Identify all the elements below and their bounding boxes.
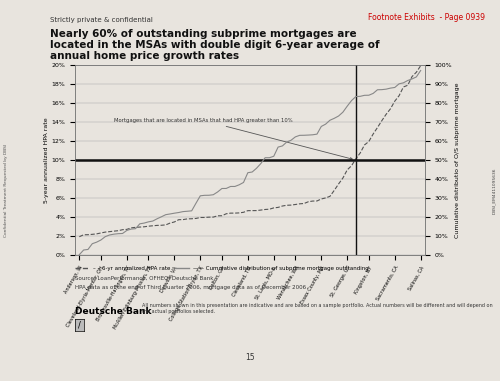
Text: Mortgages that are located in MSAs that had HPA greater than 10%: Mortgages that are located in MSAs that … xyxy=(114,118,352,160)
Text: located in the MSAs with double digit 6-year average of: located in the MSAs with double digit 6-… xyxy=(50,40,380,50)
Legend: – – 6-yr annualized HPA rate, —— Cumulative distribution of subprime mortgage ou: – – 6-yr annualized HPA rate, —— Cumulat… xyxy=(73,264,372,273)
Y-axis label: Cumulative distributio of O/S subprime mortgage: Cumulative distributio of O/S subprime m… xyxy=(455,82,460,238)
Text: Source: LoanPerformance, OFHEO, Deutsche Bank: Source: LoanPerformance, OFHEO, Deutsche… xyxy=(75,276,214,281)
Text: DBSI_EM4411095636: DBSI_EM4411095636 xyxy=(492,167,496,214)
Y-axis label: 5-year annualized HPA rate: 5-year annualized HPA rate xyxy=(44,117,49,203)
Text: /: / xyxy=(78,321,81,330)
Text: annual home price growth rates: annual home price growth rates xyxy=(50,51,239,61)
Text: Nearly 60% of outstanding subprime mortgages are: Nearly 60% of outstanding subprime mortg… xyxy=(50,29,356,38)
Text: All numbers shown in this presentation are indicative and are based on a sample : All numbers shown in this presentation a… xyxy=(142,303,493,314)
Text: Footnote Exhibits  - Page 0939: Footnote Exhibits - Page 0939 xyxy=(368,13,485,22)
Text: 15: 15 xyxy=(245,353,255,362)
Text: Deutsche Bank: Deutsche Bank xyxy=(75,307,152,316)
Text: Strictly private & confidential: Strictly private & confidential xyxy=(50,17,153,23)
Text: Confidential Treatment Requested by DBSI: Confidential Treatment Requested by DBSI xyxy=(4,144,8,237)
Text: HPA data as of the end of Third Quarter 2006, mortgage data as of December 2006: HPA data as of the end of Third Quarter … xyxy=(75,285,306,290)
